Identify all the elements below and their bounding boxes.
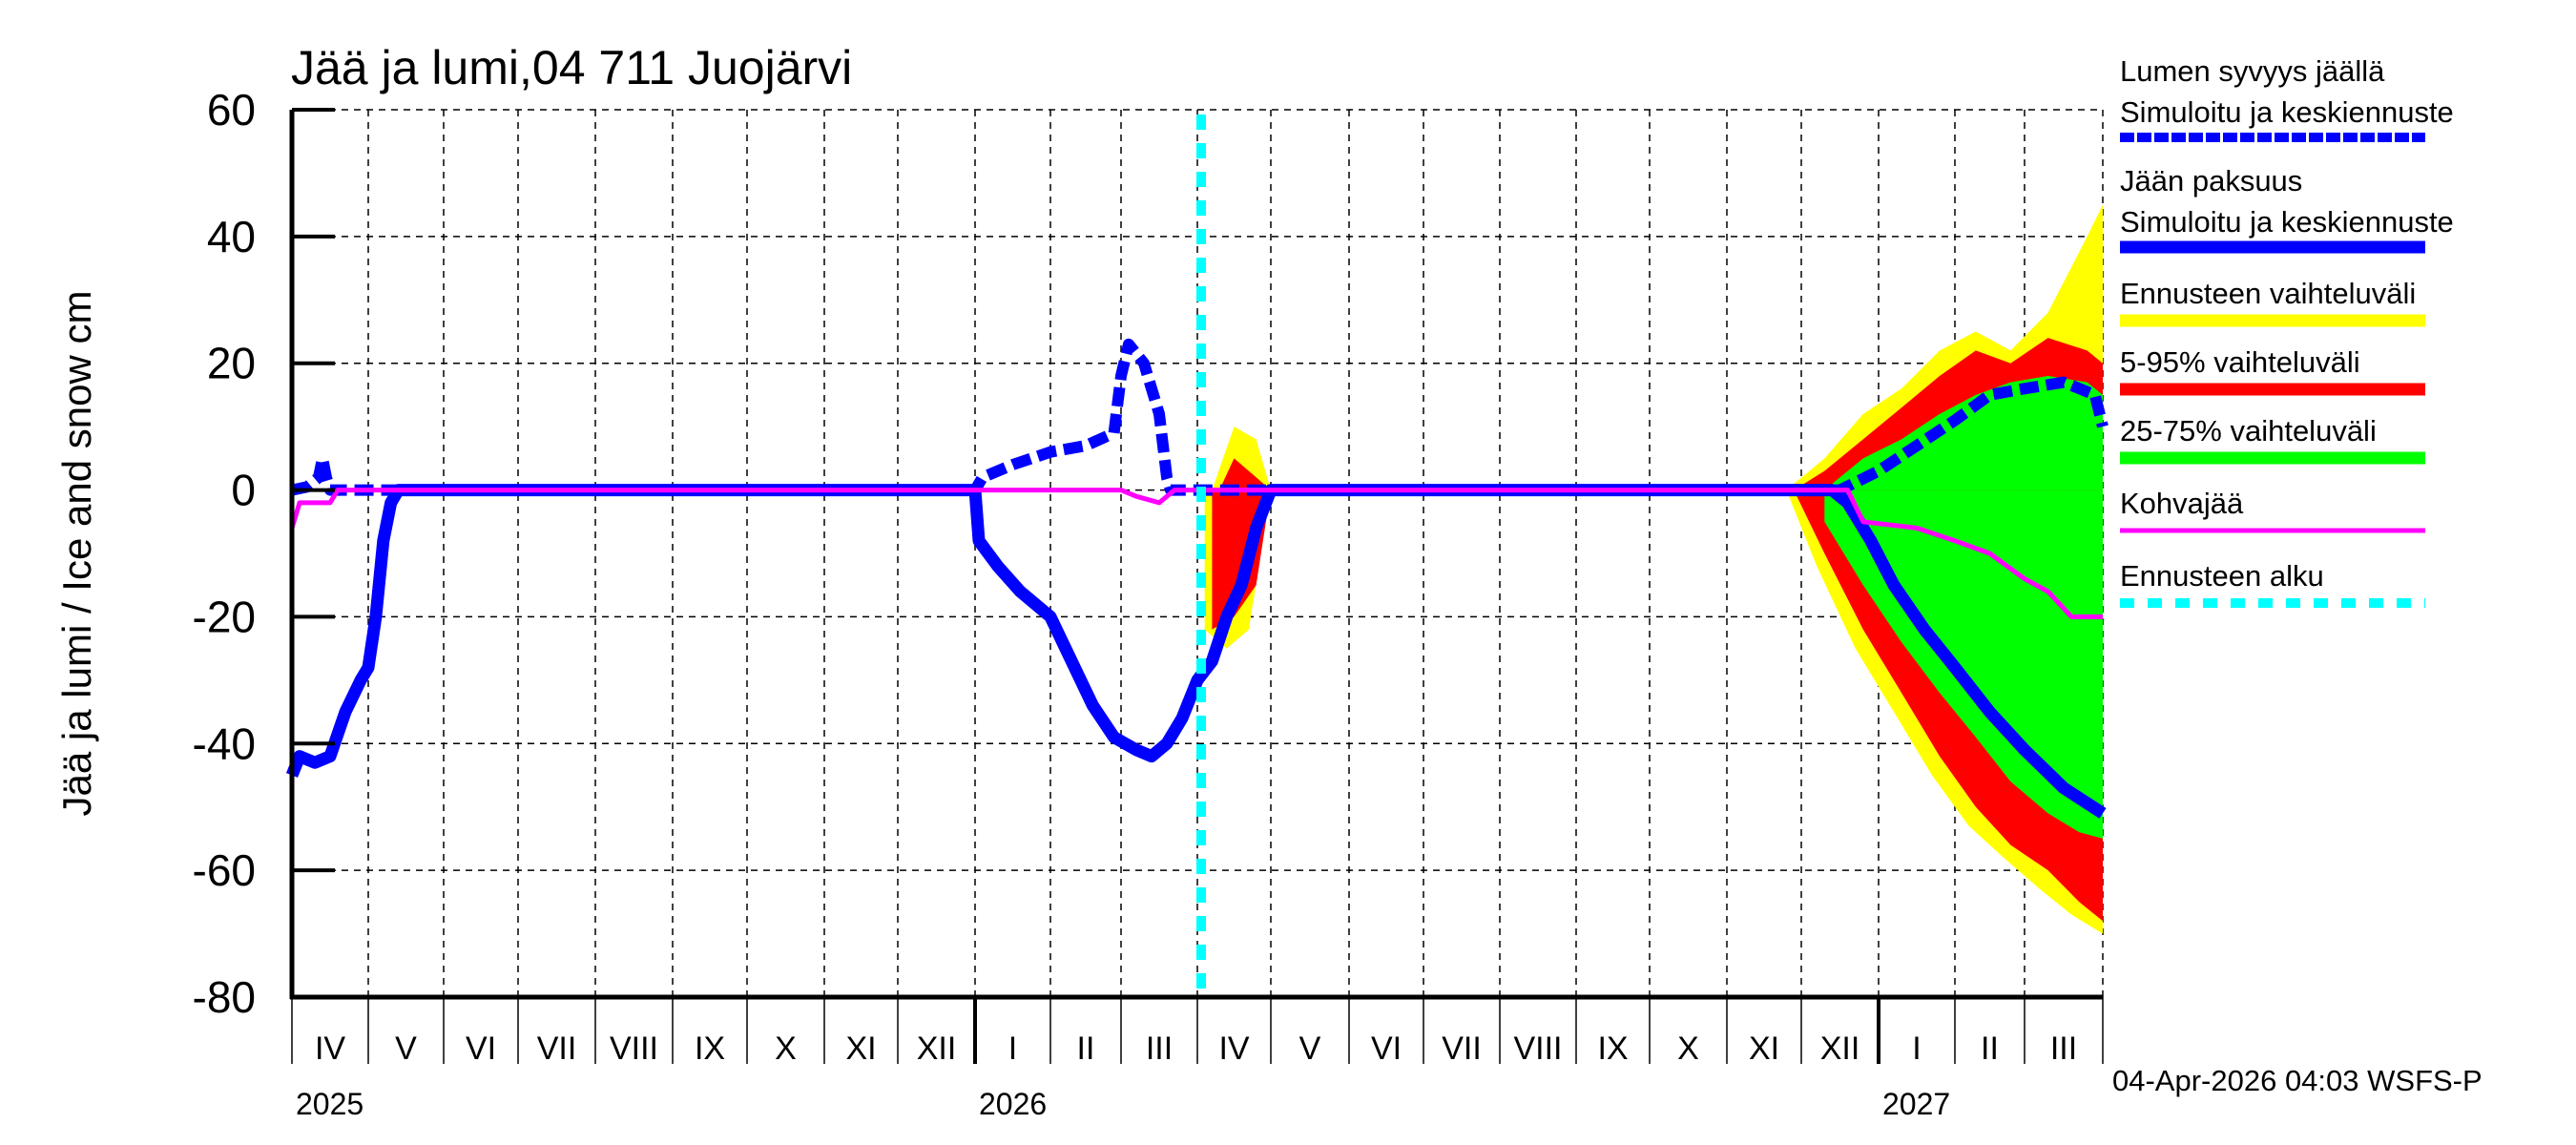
legend-label: Ennusteen vaihteluväli (2120, 277, 2416, 310)
month-label: X (775, 1030, 797, 1067)
x-axis-months: IV V VI VII VIII IX X XI XII I II III IV V VI VII VIII IX… (291, 997, 2104, 1067)
month-label: IV (1218, 1030, 1249, 1067)
legend-label: Simuloitu ja keskiennuste (2120, 205, 2454, 239)
year-label: 2025 (296, 1087, 364, 1121)
month-label: II (1077, 1030, 1095, 1067)
year-label: 2027 (1882, 1087, 1950, 1121)
month-label: VIII (1513, 1030, 1562, 1067)
y-tick-label: -40 (193, 718, 256, 768)
y-tick-label: -80 (193, 972, 256, 1022)
legend-label: 5-95% vaihteluväli (2120, 345, 2360, 379)
ice-thickness-line (285, 484, 2107, 819)
forecast-bands (1204, 204, 2103, 934)
month-label: I (1008, 1030, 1017, 1067)
legend-label: 25-75% vaihteluväli (2120, 414, 2377, 448)
month-label: III (2050, 1030, 2077, 1067)
legend-label: Simuloitu ja keskiennuste (2120, 95, 2454, 129)
legend-label: Jään paksuus (2120, 164, 2302, 198)
legend: Lumen syvyys jäällä Simuloitu ja keskienn… (2120, 54, 2454, 608)
slush-ice-line (289, 488, 2103, 619)
month-label: VI (1371, 1030, 1402, 1067)
month-label: IX (695, 1030, 725, 1067)
month-label: IX (1597, 1030, 1628, 1067)
month-label: VIII (610, 1030, 658, 1067)
month-label: XII (1820, 1030, 1860, 1067)
snow-depth-line (290, 338, 2109, 496)
data-series (285, 338, 2109, 819)
month-label: V (395, 1030, 417, 1067)
month-label: X (1677, 1030, 1699, 1067)
month-label: VII (537, 1030, 577, 1067)
y-axis-label: Jää ja lumi / Ice and snow cm (54, 291, 99, 817)
month-label: VII (1442, 1030, 1482, 1067)
x-axis-years: 2025 2026 2027 (296, 1087, 1950, 1121)
plot-area (285, 108, 2109, 1000)
y-tick-label: 60 (207, 85, 256, 135)
y-tick-label: -20 (193, 592, 256, 641)
month-label: VI (466, 1030, 496, 1067)
legend-label: Ennusteen alku (2120, 559, 2324, 593)
month-label: II (1981, 1030, 1999, 1067)
legend-label: Lumen syvyys jäällä (2120, 54, 2385, 88)
y-axis-ticks: 60 40 20 0 -20 -40 -60 -80 (193, 85, 256, 1022)
legend-label: Kohvajää (2120, 487, 2244, 520)
y-tick-label: 0 (231, 466, 256, 515)
band-ennusteen-vaihteluv-li (1212, 204, 2103, 490)
chart-title: Jää ja lumi,04 711 Juojärvi (291, 41, 852, 94)
month-label: IV (315, 1030, 345, 1067)
month-label: I (1912, 1030, 1921, 1067)
month-label: III (1146, 1030, 1173, 1067)
y-tick-label: -60 (193, 845, 256, 895)
y-tick-label: 20 (207, 339, 256, 388)
y-tick-label: 40 (207, 212, 256, 261)
month-label: XII (917, 1030, 957, 1067)
month-label: V (1299, 1030, 1321, 1067)
year-label: 2026 (979, 1087, 1047, 1121)
timestamp: 04-Apr-2026 04:03 WSFS-P (2112, 1064, 2483, 1097)
month-label: XI (845, 1030, 876, 1067)
month-label: XI (1749, 1030, 1779, 1067)
